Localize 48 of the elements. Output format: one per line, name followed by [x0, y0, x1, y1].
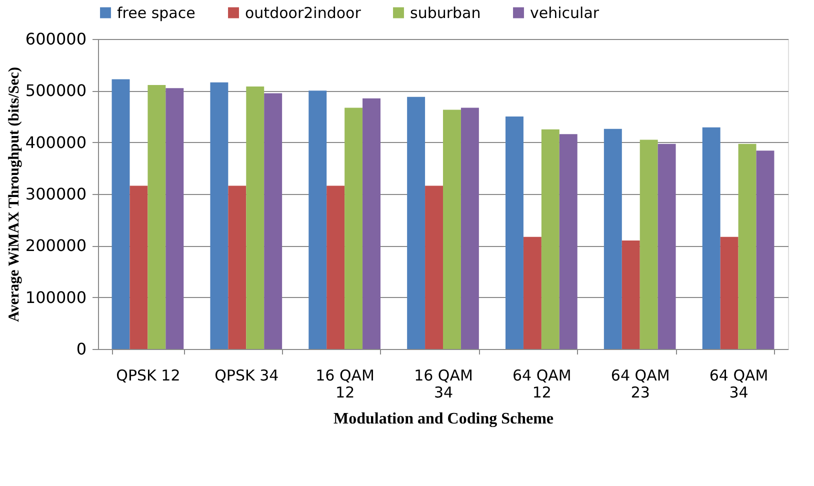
y-tick-label: 400000 [25, 132, 86, 152]
bar [658, 144, 676, 349]
x-tick-label: 16 QAM 34 [414, 366, 473, 402]
bar [308, 90, 327, 349]
bar [460, 108, 479, 349]
bar [559, 134, 578, 349]
legend-label: free space [117, 4, 196, 22]
bar [407, 96, 426, 349]
bar [130, 186, 148, 349]
bar [148, 84, 166, 349]
x-tick-label: 64 QAM 12 [512, 366, 572, 402]
legend-label: vehicular [530, 4, 600, 22]
bar [264, 93, 282, 349]
x-tick-label: 16 QAM 12 [316, 366, 375, 402]
bar [344, 108, 363, 349]
bar [326, 186, 345, 349]
legend-label: suburban [410, 4, 481, 22]
x-tick-label: 64 QAM 23 [610, 366, 670, 402]
bar [541, 129, 560, 349]
x-axis-title: Modulation and Coding Scheme [333, 410, 554, 428]
bar [720, 236, 738, 349]
bar [738, 144, 756, 349]
bar [362, 98, 380, 349]
bar [443, 110, 461, 349]
bar [604, 128, 622, 349]
y-tick-label: 0 [76, 340, 86, 358]
x-tick-label: 64 QAM 34 [709, 366, 768, 402]
bar [622, 240, 640, 349]
bar [228, 186, 246, 349]
bar [640, 140, 658, 349]
y-tick-label: 100000 [25, 288, 86, 307]
x-tick-label: QPSK 34 [214, 366, 279, 384]
bar [523, 236, 542, 349]
y-tick-label: 300000 [25, 184, 86, 204]
bar [425, 186, 443, 349]
y-tick-label: 500000 [25, 81, 86, 100]
y-tick-label: 200000 [25, 236, 86, 256]
y-tick-label: 600000 [25, 30, 86, 48]
bar [166, 88, 184, 349]
bar [112, 79, 130, 349]
bar [210, 82, 228, 349]
y-axis-title: Average WiMAX Throughput (bits/Sec) [6, 67, 22, 322]
bar [702, 127, 720, 349]
x-tick-label: QPSK 12 [116, 366, 180, 384]
legend-label: outdoor2indoor [245, 4, 362, 22]
bar [756, 150, 774, 349]
bar [506, 116, 524, 349]
bar [246, 86, 264, 349]
